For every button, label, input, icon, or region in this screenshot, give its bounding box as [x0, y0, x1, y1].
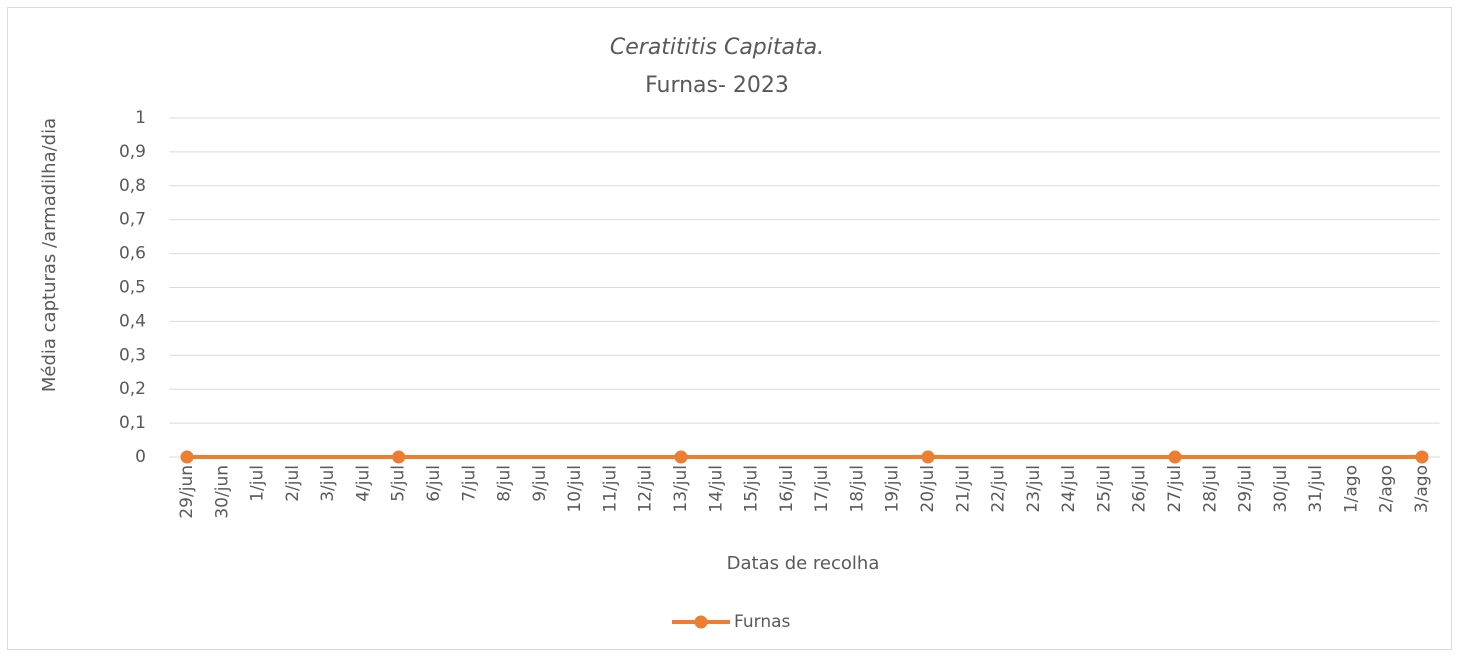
data-point	[921, 450, 935, 464]
x-tick-label: 18/jul	[847, 465, 867, 513]
chart-title: Ceratititis Capitata.	[610, 35, 824, 60]
x-tick-label: 26/jul	[1130, 465, 1150, 513]
x-tick-label: 14/jul	[706, 465, 726, 513]
data-point	[674, 450, 688, 464]
x-tick-label: 29/jul	[1236, 465, 1256, 513]
y-tick-label: 0,6	[119, 244, 146, 264]
x-tick-label: 8/jul	[495, 465, 515, 502]
x-tick-label: 7/jul	[459, 465, 479, 502]
data-point	[180, 450, 194, 464]
y-tick-label: 0,8	[119, 176, 146, 196]
x-tick-label: 28/jul	[1200, 465, 1220, 513]
x-tick-label: 16/jul	[777, 465, 797, 513]
data-point	[1168, 450, 1182, 464]
x-tick-label: 27/jul	[1165, 465, 1185, 513]
y-tick-label: 0	[135, 447, 146, 467]
legend-marker	[694, 615, 708, 629]
y-tick-label: 0,5	[119, 278, 146, 298]
x-tick-label: 2/jul	[283, 465, 303, 502]
x-tick-label: 11/jul	[600, 465, 620, 513]
x-tick-label: 3/ago	[1412, 465, 1432, 513]
x-tick-label: 31/jul	[1306, 465, 1326, 513]
y-axis-title: Média capturas /armadilha/dia	[39, 118, 60, 392]
x-tick-label: 30/jul	[1271, 465, 1291, 513]
x-tick-label: 15/jul	[742, 465, 762, 513]
x-tick-label: 1/ago	[1341, 465, 1361, 513]
x-tick-label: 21/jul	[953, 465, 973, 513]
x-tick-label: 13/jul	[671, 465, 691, 513]
x-tick-label: 2/ago	[1377, 465, 1397, 513]
x-tick-label: 4/jul	[353, 465, 373, 502]
x-tick-label: 5/jul	[389, 465, 409, 502]
x-tick-label: 10/jul	[565, 465, 585, 513]
x-tick-label: 22/jul	[989, 465, 1009, 513]
x-tick-label: 6/jul	[424, 465, 444, 502]
data-point	[1415, 450, 1429, 464]
x-tick-label: 17/jul	[812, 465, 832, 513]
x-tick-label: 20/jul	[918, 465, 938, 513]
y-tick-label: 0,4	[119, 311, 146, 331]
y-tick-label: 0,1	[119, 413, 146, 433]
y-tick-label: 0,3	[119, 345, 146, 365]
y-tick-label: 0,2	[119, 379, 146, 399]
x-tick-label: 25/jul	[1094, 465, 1114, 513]
x-tick-label: 12/jul	[636, 465, 656, 513]
y-tick-label: 0,7	[119, 210, 146, 230]
x-tick-label: 19/jul	[883, 465, 903, 513]
x-tick-label: 1/jul	[248, 465, 268, 502]
x-tick-label: 23/jul	[1024, 465, 1044, 513]
x-tick-label: 29/jun	[177, 465, 197, 519]
legend-label: Furnas	[734, 612, 791, 632]
data-point	[392, 450, 406, 464]
chart-border	[7, 7, 1452, 650]
x-tick-label: 3/jul	[318, 465, 338, 502]
y-tick-label: 1	[135, 108, 146, 128]
chart-subtitle: Furnas- 2023	[645, 73, 789, 98]
y-tick-label: 0,9	[119, 142, 146, 162]
x-tick-label: 30/jun	[212, 465, 232, 519]
x-tick-label: 9/jul	[530, 465, 550, 502]
x-axis-title: Datas de recolha	[727, 553, 880, 574]
x-tick-label: 24/jul	[1059, 465, 1079, 513]
